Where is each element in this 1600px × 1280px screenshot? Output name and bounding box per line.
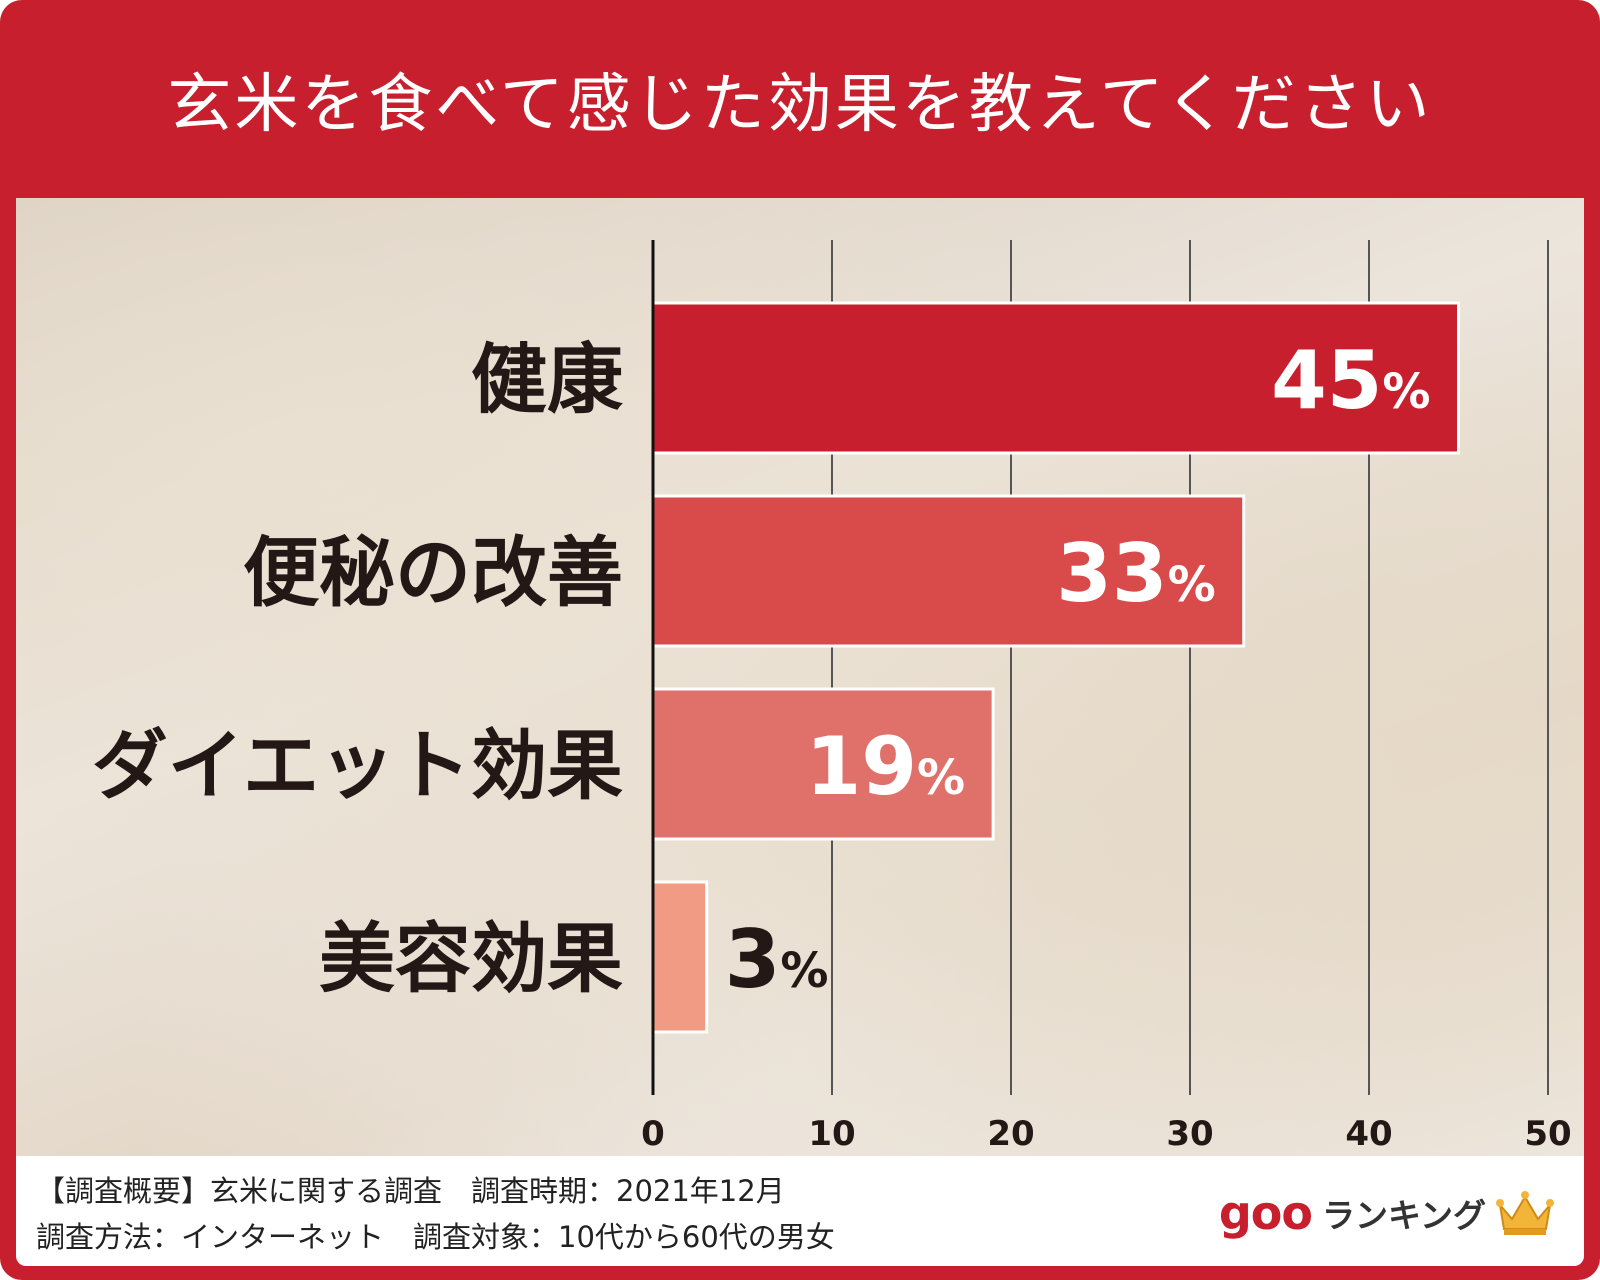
value-label: 19% — [806, 720, 965, 813]
x-tick-label: 0 — [641, 1114, 665, 1154]
goo-ranking-logo: goo ランキング — [1219, 1186, 1554, 1240]
category-label: ダイエット効果 — [92, 721, 623, 810]
value-label: 33% — [1056, 527, 1215, 620]
x-tick-label: 30 — [1166, 1114, 1213, 1154]
x-tick-label: 40 — [1345, 1114, 1392, 1154]
x-tick-label: 20 — [987, 1114, 1034, 1154]
category-label: 美容効果 — [319, 914, 623, 1003]
value-label: 3% — [725, 913, 829, 1006]
chart-title: 玄米を食べて感じた効果を教えてください — [167, 68, 1433, 142]
logo-text: ランキング — [1321, 1196, 1486, 1235]
x-tick-label: 50 — [1524, 1114, 1571, 1154]
category-label: 健康 — [471, 335, 623, 424]
bar — [651, 880, 709, 1034]
logo-brand: goo — [1218, 1186, 1313, 1240]
bar — [651, 301, 1460, 455]
survey-method: 調査方法：インターネット 調査対象：10代から60代の男女 — [36, 1220, 835, 1254]
x-tick-label: 10 — [808, 1114, 855, 1154]
footer: 【調査概要】玄米に関する調査 調査時期：2021年12月 調査方法：インターネッ… — [16, 1156, 1584, 1266]
category-label: 便秘の改善 — [243, 528, 623, 617]
value-label: 45% — [1271, 334, 1430, 427]
survey-summary: 【調査概要】玄米に関する調査 調査時期：2021年12月 — [36, 1174, 785, 1208]
bar-chart: 健康 45% 便秘の改善 33% ダイエット効果 19% 美容効果 3% 0 10 20 30 40 50 — [92, 240, 1572, 1154]
crown-icon — [1496, 1191, 1554, 1235]
